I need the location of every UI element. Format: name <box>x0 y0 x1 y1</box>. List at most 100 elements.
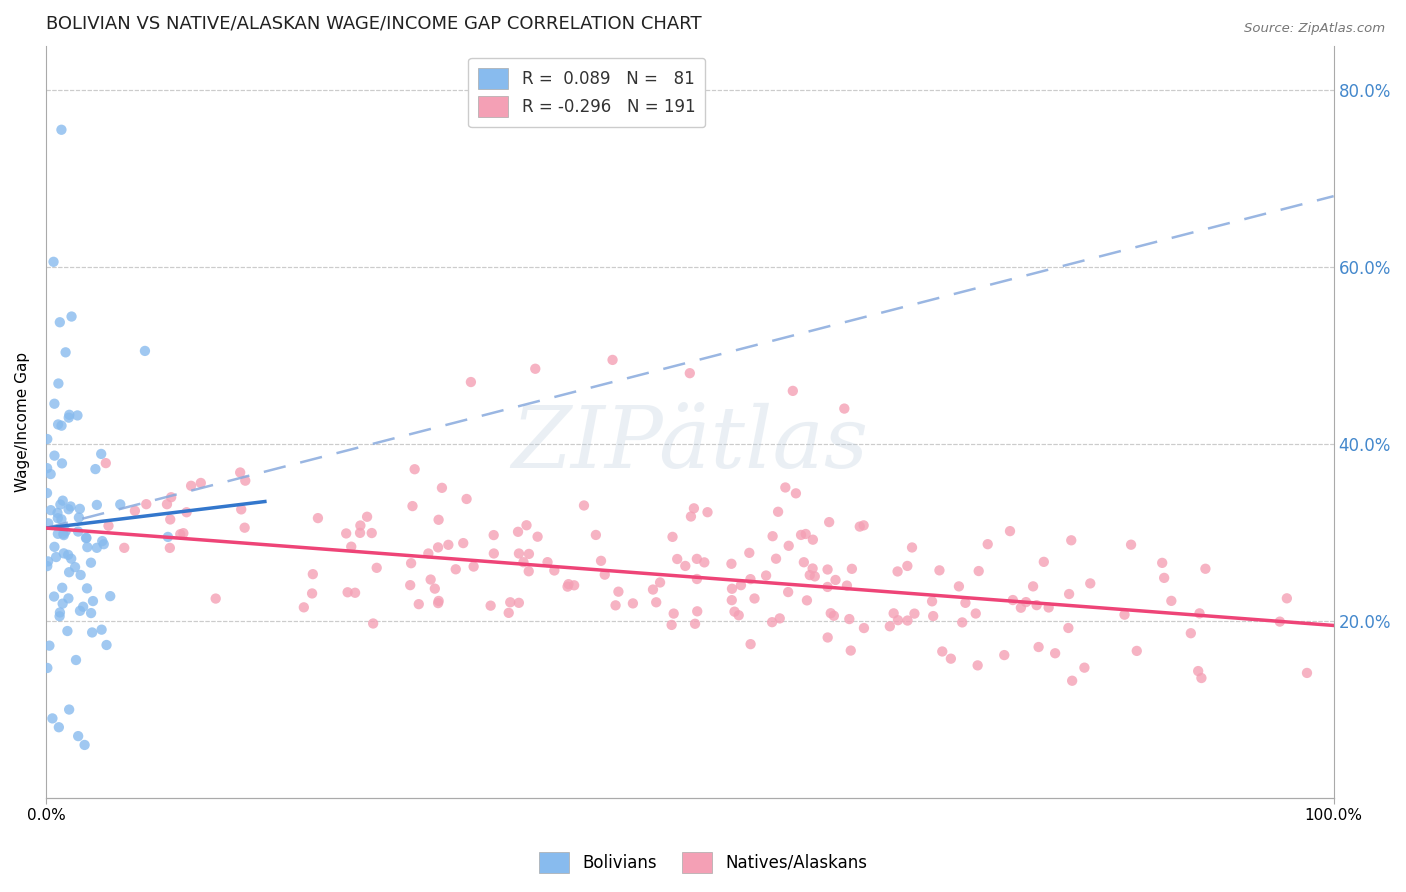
Point <box>479 599 502 613</box>
Point <box>508 547 530 561</box>
Point <box>998 524 1021 538</box>
Point <box>427 513 450 527</box>
Point <box>52 493 75 508</box>
Point <box>993 648 1015 662</box>
Point <box>796 593 818 607</box>
Point <box>52 528 75 542</box>
Point <box>231 502 253 516</box>
Point <box>562 578 585 592</box>
Point <box>48 609 70 624</box>
Point <box>801 533 824 547</box>
Text: BOLIVIAN VS NATIVE/ALASKAN WAGE/INCOME GAP CORRELATION CHART: BOLIVIAN VS NATIVE/ALASKAN WAGE/INCOME G… <box>46 15 702 33</box>
Point <box>778 585 800 599</box>
Point <box>499 595 522 609</box>
Point <box>418 546 440 560</box>
Point <box>686 604 709 618</box>
Point <box>451 536 474 550</box>
Point <box>794 527 817 541</box>
Point <box>80 606 103 620</box>
Point <box>60 551 83 566</box>
Point <box>159 541 181 555</box>
Point <box>1025 598 1047 612</box>
Point <box>852 518 875 533</box>
Point <box>536 555 558 569</box>
Point <box>408 597 430 611</box>
Point <box>1038 600 1060 615</box>
Point <box>1015 595 1038 609</box>
Point <box>37 661 59 675</box>
Point <box>51 418 73 433</box>
Point <box>1152 556 1174 570</box>
Point <box>156 497 179 511</box>
Point <box>76 540 98 554</box>
Point <box>58 566 80 580</box>
Point <box>824 573 846 587</box>
Point <box>51 581 73 595</box>
Point <box>69 604 91 618</box>
Point <box>172 526 194 541</box>
Point <box>517 547 540 561</box>
Point <box>965 607 987 621</box>
Point <box>939 651 962 665</box>
Point <box>838 612 860 626</box>
Point <box>75 531 97 545</box>
Point <box>46 511 69 525</box>
Point <box>48 376 70 391</box>
Point <box>75 531 97 545</box>
Point <box>948 579 970 593</box>
Point <box>766 505 789 519</box>
Point <box>765 551 787 566</box>
Point <box>176 505 198 519</box>
Point <box>1119 538 1142 552</box>
Point <box>37 516 59 531</box>
Point <box>49 315 72 329</box>
Point <box>134 343 156 358</box>
Point <box>1187 664 1209 678</box>
Point <box>233 521 256 535</box>
Point <box>336 585 359 599</box>
Point <box>444 562 467 576</box>
Point <box>901 541 924 555</box>
Point <box>63 560 86 574</box>
Point <box>45 549 67 564</box>
Point <box>135 497 157 511</box>
Point <box>498 606 520 620</box>
Point <box>90 623 112 637</box>
Point <box>887 613 910 627</box>
Point <box>1275 591 1298 606</box>
Point <box>966 658 988 673</box>
Point <box>543 564 565 578</box>
Point <box>233 474 256 488</box>
Point <box>799 568 821 582</box>
Point <box>648 575 671 590</box>
Point <box>482 546 505 560</box>
Point <box>515 518 537 533</box>
Point <box>801 561 824 575</box>
Point <box>835 578 858 592</box>
Text: Source: ZipAtlas.com: Source: ZipAtlas.com <box>1244 22 1385 36</box>
Point <box>399 578 422 592</box>
Point <box>921 594 943 608</box>
Point <box>602 352 624 367</box>
Point <box>720 557 742 571</box>
Point <box>852 621 875 635</box>
Point <box>46 417 69 432</box>
Point <box>1296 665 1319 680</box>
Point <box>60 310 83 324</box>
Point <box>883 607 905 621</box>
Point <box>931 644 953 658</box>
Point <box>73 738 96 752</box>
Point <box>1180 626 1202 640</box>
Point <box>361 616 384 631</box>
Point <box>661 530 683 544</box>
Point <box>762 529 785 543</box>
Point <box>1062 673 1084 688</box>
Point <box>1057 621 1080 635</box>
Point <box>526 530 548 544</box>
Point <box>69 501 91 516</box>
Point <box>778 539 800 553</box>
Point <box>508 596 530 610</box>
Point <box>159 512 181 526</box>
Point <box>1001 593 1024 607</box>
Point <box>344 586 367 600</box>
